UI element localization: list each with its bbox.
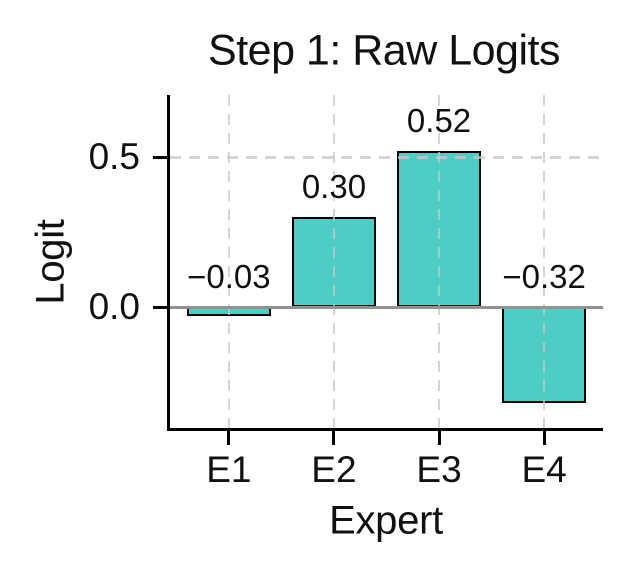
y-tick-label: 0.5 <box>88 136 140 178</box>
x-tick-mark <box>437 431 441 445</box>
left-spine <box>167 95 170 431</box>
bar-value-label: −0.32 <box>502 258 586 296</box>
x-tick-mark <box>542 431 546 445</box>
vertical-gridline <box>332 95 336 428</box>
x-axis-title: Expert <box>329 498 443 543</box>
vertical-gridline <box>437 95 441 428</box>
bottom-spine <box>167 428 603 431</box>
x-tick-label: E1 <box>206 449 252 490</box>
x-tick-mark <box>332 431 336 445</box>
bar-value-label: 0.52 <box>406 102 472 140</box>
horizontal-gridline <box>170 156 603 159</box>
y-tick-mark <box>153 155 167 159</box>
y-tick-mark <box>153 305 167 309</box>
x-tick-label: E4 <box>521 449 567 490</box>
x-tick-mark <box>227 431 231 445</box>
chart-title: Step 1: Raw Logits <box>208 26 560 75</box>
vertical-gridline <box>227 95 231 428</box>
vertical-gridline <box>542 95 546 428</box>
bar-value-label: 0.30 <box>301 168 367 206</box>
x-tick-label: E3 <box>416 449 462 490</box>
x-tick-label: E2 <box>311 449 357 490</box>
y-tick-label: 0.0 <box>88 286 140 328</box>
zero-line <box>170 305 603 309</box>
bar-value-label: −0.03 <box>187 258 271 296</box>
